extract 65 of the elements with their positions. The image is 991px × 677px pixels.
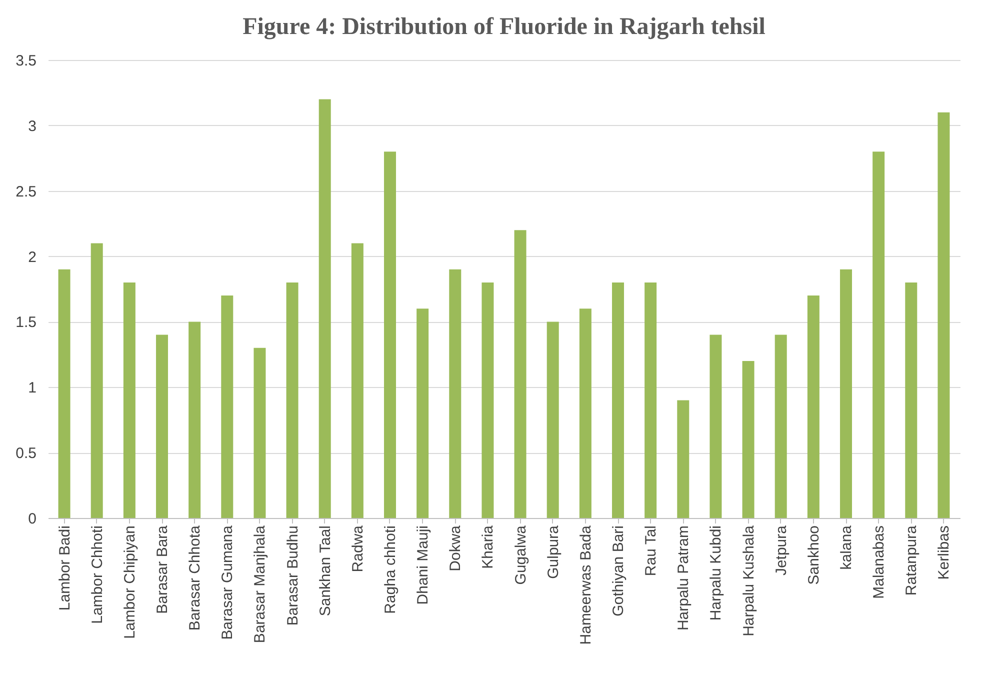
bar	[449, 269, 462, 518]
bar	[58, 269, 70, 518]
bar	[644, 282, 657, 518]
bar	[384, 152, 396, 518]
bar	[482, 282, 494, 518]
x-tick-label: Barasar Manjhala	[252, 524, 269, 644]
x-tick-label: Harpalu Kubdi	[708, 526, 725, 621]
y-tick-label: 3.5	[16, 52, 36, 70]
bar	[188, 322, 201, 518]
bar	[286, 282, 298, 518]
x-tick-label: Gothiyan Bari	[610, 526, 627, 616]
bar	[872, 152, 885, 518]
y-tick-label: 0.5	[16, 445, 36, 462]
bar	[612, 282, 624, 518]
x-tick-label: Ratanpura	[903, 524, 920, 596]
x-tick-label: Jetpura	[772, 524, 790, 576]
x-tick-label: Lambor Chhoti	[88, 526, 106, 624]
bar	[351, 243, 364, 518]
x-tick-label: Dhani Mauji	[414, 526, 432, 605]
bar	[546, 322, 559, 518]
chart-title: Figure 4: Distribution of Fluoride in Rajgarh tehsil	[242, 14, 766, 40]
bar	[710, 334, 722, 518]
x-tick-label: Kerlibas	[936, 526, 953, 580]
x-tick-label: Gugalwa	[512, 524, 530, 585]
x-tick-label: Kharia	[480, 524, 497, 569]
y-tick-label: 0	[28, 510, 36, 528]
bar	[514, 230, 526, 518]
bar	[677, 400, 690, 518]
bar	[318, 99, 331, 518]
y-tick-label: 2	[28, 248, 36, 266]
bar	[807, 296, 820, 518]
y-tick-label: 1.5	[16, 314, 36, 332]
x-tick-label: Radwa	[349, 524, 366, 572]
x-tick-label: Sankhan Taal	[316, 526, 334, 616]
x-tick-label: Harpalu Patram	[675, 526, 692, 631]
x-tick-label: Barasar Chhota	[186, 524, 204, 631]
x-tick-label: Hameerwas Bada	[577, 524, 594, 645]
bar	[774, 334, 787, 518]
bar	[156, 334, 168, 518]
x-tick-label: Barasar Budhu	[284, 526, 302, 626]
y-tick-label: 3	[28, 118, 36, 135]
x-tick-label: Rau Tal	[642, 526, 660, 576]
bar	[905, 282, 918, 518]
x-tick-label: Lambor Badi	[56, 526, 74, 611]
x-tick-label: Ragha chhoti	[382, 526, 399, 614]
x-tick-label: kalana	[838, 524, 855, 570]
bar	[416, 308, 429, 518]
bar	[254, 348, 266, 518]
bar	[221, 296, 234, 518]
bar	[123, 282, 136, 518]
x-tick-label: Dokwa	[447, 524, 464, 572]
y-tick-label: 2.5	[16, 183, 36, 200]
bar	[579, 308, 592, 518]
x-tick-label: Barasar Bara	[154, 524, 171, 614]
bar	[840, 269, 852, 518]
y-tick-label: 1	[28, 380, 36, 397]
x-tick-label: Barasar Gumana	[219, 524, 236, 640]
x-tick-label: Lambor Chipiyan	[121, 526, 138, 639]
x-tick-label: Harpalu Kushala	[740, 524, 758, 636]
bar	[742, 360, 754, 518]
bar	[90, 243, 103, 518]
x-tick-label: Sankhoo	[805, 526, 822, 585]
bar	[938, 112, 950, 518]
x-tick-label: Gulpura	[544, 524, 562, 579]
x-tick-label: Malanabas	[870, 526, 888, 599]
